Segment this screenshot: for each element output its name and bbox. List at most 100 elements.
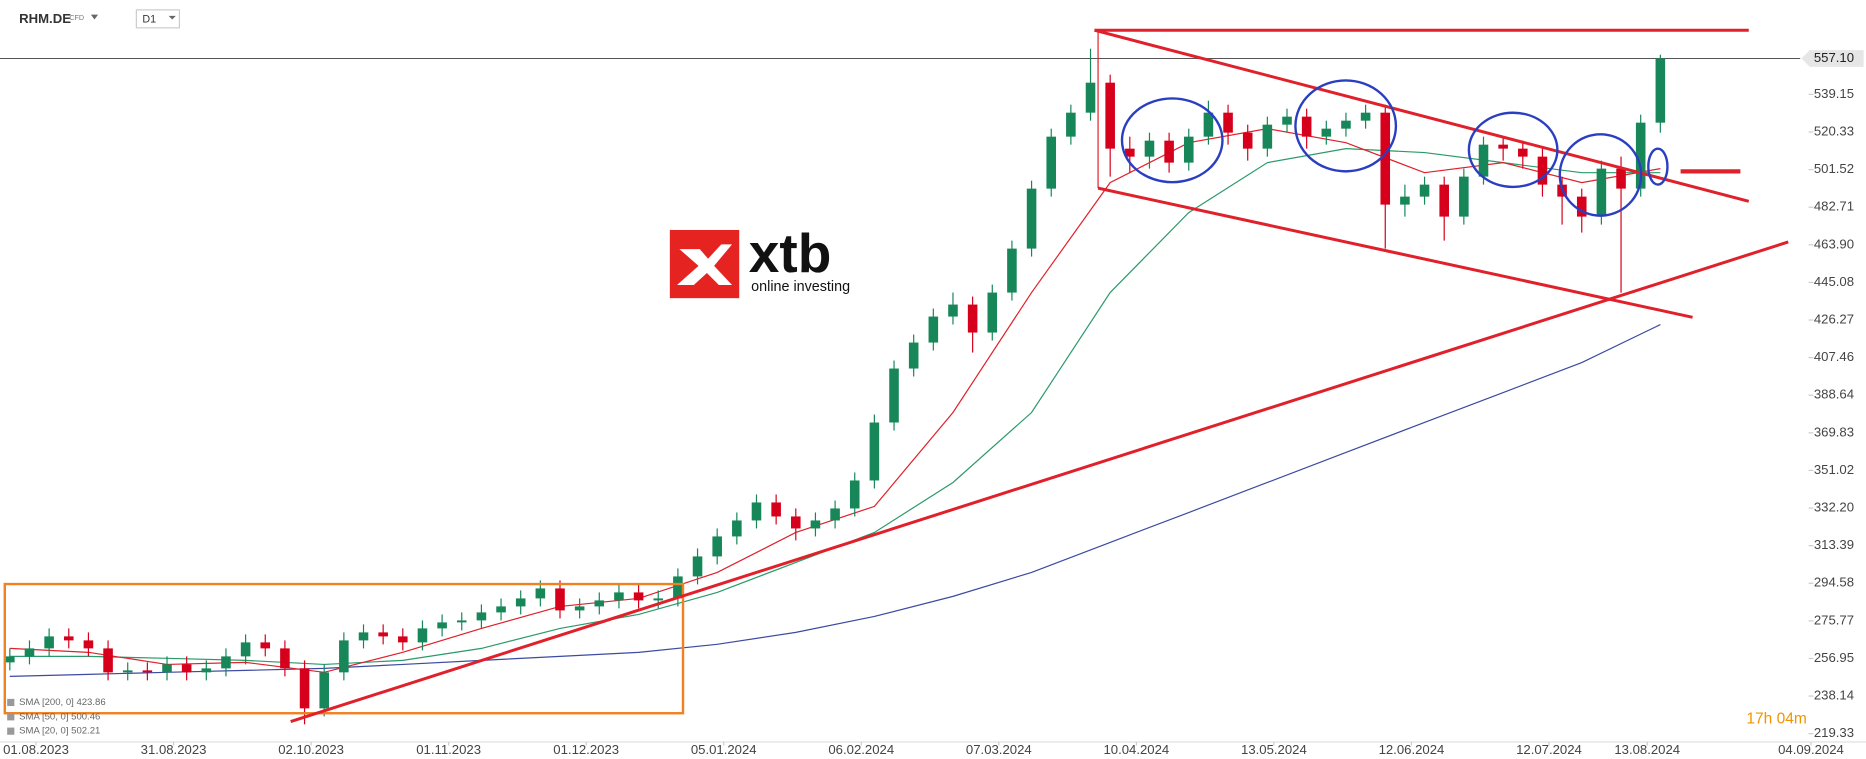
drawings bbox=[3, 28, 1789, 724]
timeframe[interactable]: D1 bbox=[142, 13, 156, 25]
badge: CFD bbox=[69, 14, 84, 22]
candle-body bbox=[319, 672, 329, 709]
y-tick-label: 407.46 bbox=[1814, 349, 1854, 364]
candle-body bbox=[751, 502, 762, 521]
candle-body bbox=[1400, 196, 1410, 205]
candle-body bbox=[1203, 112, 1214, 137]
candle-body bbox=[1616, 168, 1626, 189]
candle-body bbox=[221, 656, 231, 669]
symbol[interactable]: RHM.DE bbox=[19, 11, 71, 26]
candle-body bbox=[1066, 112, 1076, 137]
candle-body bbox=[594, 600, 605, 607]
timer: 17h 04m bbox=[1746, 710, 1807, 727]
logo-x bbox=[677, 244, 733, 286]
x-tick-label: 12.07.2024 bbox=[1516, 742, 1582, 757]
candle-body bbox=[358, 632, 369, 641]
candle-body bbox=[201, 668, 212, 673]
timeframe-box[interactable] bbox=[135, 9, 181, 29]
timeframe-dropdown[interactable] bbox=[168, 15, 176, 20]
candle-body bbox=[1596, 168, 1607, 217]
candle-body bbox=[1537, 156, 1548, 185]
candle-body bbox=[1321, 128, 1332, 137]
y-tick-label: 520.33 bbox=[1814, 123, 1854, 138]
highlight-circle bbox=[1558, 133, 1643, 217]
candle-body bbox=[928, 316, 939, 343]
candle-body bbox=[476, 612, 487, 621]
candle-body bbox=[1380, 112, 1391, 205]
x-tick-label: 01.12.2023 bbox=[553, 742, 619, 757]
last-price-label: 557.10 bbox=[1814, 50, 1854, 65]
x-tick-label: 13.05.2024 bbox=[1241, 742, 1307, 757]
candle-body bbox=[948, 304, 958, 317]
x-tick-label: 10.04.2024 bbox=[1103, 742, 1169, 757]
candle-body bbox=[1282, 116, 1292, 125]
candle-body bbox=[908, 342, 919, 369]
y-tick-label: 238.14 bbox=[1814, 688, 1854, 703]
y-tick-label: 463.90 bbox=[1814, 236, 1854, 251]
y-tick-label: 275.77 bbox=[1814, 612, 1854, 627]
uptrend-line bbox=[290, 240, 1789, 724]
y-tick-label: 445.08 bbox=[1814, 274, 1854, 289]
y-tick-label: 426.27 bbox=[1814, 311, 1854, 326]
candle-body bbox=[280, 648, 290, 669]
y-tick-label: 332.20 bbox=[1814, 500, 1854, 515]
candle-body bbox=[417, 628, 428, 643]
candle-body bbox=[181, 664, 192, 673]
highlight-circle bbox=[1647, 147, 1669, 186]
candle-body bbox=[889, 368, 899, 423]
candle-body bbox=[1007, 248, 1017, 293]
y-tick-label: 369.83 bbox=[1814, 424, 1854, 439]
candle-body bbox=[142, 670, 153, 673]
plot: 539.15 520.33 501.52 482.71 463.90 445.08 426.… bbox=[0, 48, 1866, 757]
candle-body bbox=[44, 636, 54, 649]
candle-body bbox=[614, 592, 624, 601]
candle-body bbox=[1360, 112, 1371, 121]
x-tick-label: 04.09.2024 bbox=[1778, 742, 1844, 757]
y-tick-label: 294.58 bbox=[1814, 575, 1854, 590]
candle-body bbox=[1341, 120, 1351, 129]
candle-body bbox=[1439, 184, 1449, 217]
candle-body bbox=[712, 536, 722, 557]
candle-body bbox=[1576, 196, 1587, 217]
candle-body bbox=[1183, 136, 1194, 163]
x-tick-label: 05.01.2024 bbox=[691, 742, 757, 757]
candle-body bbox=[1459, 176, 1469, 217]
logo-tagline: online investing bbox=[751, 279, 850, 295]
candle-body bbox=[240, 642, 251, 657]
logo-name: xtb bbox=[749, 222, 832, 284]
candle-body bbox=[83, 640, 94, 649]
candle-body bbox=[515, 598, 526, 607]
y-tick-label: 539.15 bbox=[1814, 86, 1854, 101]
symbol-dropdown[interactable] bbox=[90, 14, 99, 20]
candle-body bbox=[5, 656, 15, 663]
candle-body bbox=[398, 636, 408, 643]
candle-body bbox=[260, 642, 271, 649]
x-tick-label: 02.10.2023 bbox=[278, 742, 344, 757]
candle-body bbox=[633, 592, 644, 601]
candle-body bbox=[555, 588, 565, 611]
candle-body bbox=[1518, 148, 1528, 157]
candle-body bbox=[122, 670, 133, 673]
x-tick-label: 07.03.2024 bbox=[966, 742, 1032, 757]
candle-body bbox=[378, 632, 388, 637]
candle-body bbox=[339, 640, 349, 673]
candle-body bbox=[1026, 188, 1037, 249]
candle-body bbox=[535, 588, 546, 599]
candle-body bbox=[830, 508, 840, 521]
y-tick-label: 219.33 bbox=[1814, 725, 1854, 740]
candle-body bbox=[1164, 140, 1174, 163]
candle-body bbox=[1262, 124, 1273, 149]
candle-body bbox=[1144, 140, 1155, 157]
candle-body bbox=[496, 606, 506, 613]
legend-icon bbox=[7, 713, 15, 721]
y-tick-label: 351.02 bbox=[1814, 462, 1854, 477]
legend-entry: SMA [50, 0] 500.46 bbox=[19, 711, 100, 722]
candle-body bbox=[790, 516, 801, 529]
candle-body bbox=[967, 304, 978, 333]
x-tick-label: 31.08.2023 bbox=[141, 742, 207, 757]
candle-body bbox=[869, 422, 880, 481]
channel-upper bbox=[1094, 28, 1750, 203]
